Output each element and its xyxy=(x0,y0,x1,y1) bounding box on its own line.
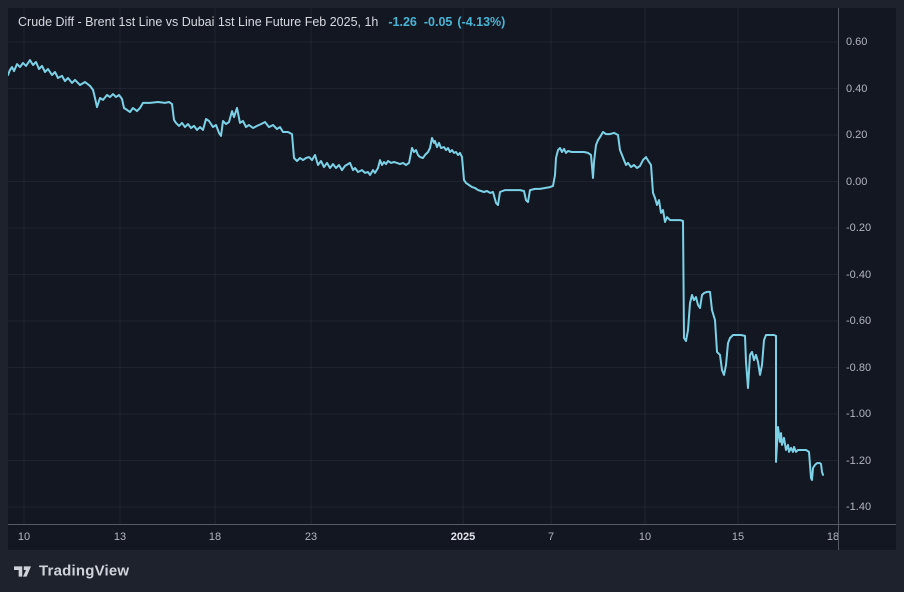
price-tick-label: 0.60 xyxy=(846,36,868,48)
time-tick-label: 7 xyxy=(547,531,555,543)
chart-widget: Crude Diff - Brent 1st Line vs Dubai 1st… xyxy=(8,8,896,550)
price-change-percent: (-4.13%) xyxy=(457,15,506,29)
tradingview-wordmark: TradingView xyxy=(39,562,130,580)
price-tick-label: -0.60 xyxy=(846,315,872,327)
time-tick-label: 18 xyxy=(826,531,840,543)
time-tick-label: 2025 xyxy=(450,531,476,543)
symbol-title[interactable]: Crude Diff - Brent 1st Line vs Dubai 1st… xyxy=(18,15,379,29)
bottom-bar: TradingView xyxy=(0,550,904,592)
last-price: -1.26 xyxy=(388,15,417,29)
price-tick-label: -0.40 xyxy=(846,268,872,281)
legend: Crude Diff - Brent 1st Line vs Dubai 1st… xyxy=(18,13,505,31)
price-tick-label: 0.20 xyxy=(846,129,868,141)
time-tick-label: 23 xyxy=(304,531,318,543)
price-tick-label: -1.20 xyxy=(846,454,872,467)
tradingview-logo-icon xyxy=(14,565,31,577)
time-axis[interactable]: 10 13 18 23 2025 7 10 15 18 xyxy=(8,525,896,550)
time-tick-label: 18 xyxy=(208,531,222,543)
price-tick-label: -1.00 xyxy=(846,408,872,420)
tradingview-logo[interactable]: TradingView xyxy=(13,563,129,580)
chart-pane[interactable] xyxy=(8,8,839,525)
price-tick-label: -0.80 xyxy=(846,361,872,374)
time-tick-label: 13 xyxy=(113,531,127,543)
price-axis[interactable]: 0.60 0.40 0.20 0.00 -0.20 -0.40 -0.60 -0.80 -1.0… xyxy=(839,8,896,524)
price-tick-label: -0.20 xyxy=(846,222,872,234)
price-tick-label: 0.00 xyxy=(846,175,868,188)
time-tick-label: 10 xyxy=(17,531,31,543)
price-change: -0.05 xyxy=(423,15,453,29)
time-tick-label: 10 xyxy=(638,531,652,543)
price-tick-label: 0.40 xyxy=(846,82,868,95)
time-tick-label: 15 xyxy=(731,531,745,543)
price-tick-label: -1.40 xyxy=(846,501,872,513)
